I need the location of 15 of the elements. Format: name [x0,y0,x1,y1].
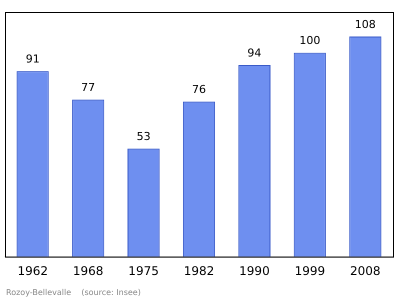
data-label: 76 [192,83,206,96]
x-tick-label: 1982 [184,264,214,278]
x-tick-label: 1990 [239,264,270,278]
x-tick-label: 1962 [17,264,48,278]
x-tick-label: 1975 [128,264,159,278]
data-label: 91 [26,52,40,66]
x-tick-label: 2008 [350,264,381,278]
data-label: 94 [247,46,262,60]
data-label: 53 [136,130,151,143]
data-label: 108 [354,18,376,31]
data-label: 100 [299,34,320,48]
x-tick-label: 1968 [72,264,104,278]
x-tick-label: 1999 [294,264,326,278]
data-label: 77 [81,81,96,94]
text: Rozoy-Bellevalle (source: Insee) [6,288,141,298]
